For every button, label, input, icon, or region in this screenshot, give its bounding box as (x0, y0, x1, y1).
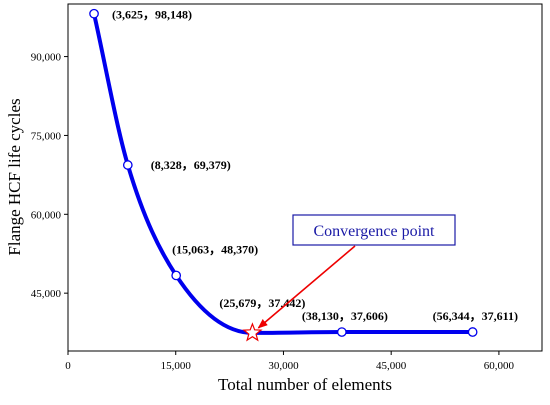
y-tick-label: 60,000 (31, 209, 62, 221)
x-axis-label: Total number of elements (218, 375, 392, 394)
annotation-arrow (257, 245, 356, 329)
data-point-marker (89, 8, 99, 19)
data-point-label: (38,130，37,606) (302, 309, 388, 323)
y-tick-label: 75,000 (31, 130, 62, 142)
plot-frame (67, 3, 543, 352)
annotation-box (292, 214, 456, 246)
data-point-marker (171, 270, 182, 281)
x-tick-label: 0 (65, 360, 71, 372)
series-line (92, 11, 475, 335)
x-tick-label: 45,000 (376, 360, 407, 372)
data-point-marker (467, 327, 478, 337)
x-axis: 0 15,000 30,000 45,000 60,000 (65, 351, 515, 372)
y-tick-label: 45,000 (31, 288, 62, 300)
y-tick-label: 90,000 (31, 52, 62, 64)
data-point-label: (15,063，48,370) (172, 242, 258, 256)
annotation-text: Convergence point (313, 223, 435, 240)
data-point-label: (3,625，98,148) (112, 8, 192, 22)
convergence-star-marker (242, 322, 263, 342)
y-axis-label: Flange HCF life cycles (5, 98, 24, 255)
x-tick-label: 60,000 (484, 360, 515, 372)
data-markers (89, 8, 478, 342)
data-labels: (3,625，98,148) (8,328，69,379) (15,063，48,3… (112, 8, 518, 323)
y-axis: 45,000 60,000 75,000 90,000 (31, 52, 68, 300)
data-point-marker (122, 160, 133, 170)
data-point-marker (336, 327, 347, 337)
data-point-label: (56,344，37,611) (433, 309, 518, 323)
x-tick-label: 30,000 (268, 360, 299, 372)
data-point-label: (8,328，69,379) (151, 158, 231, 172)
x-tick-label: 15,000 (161, 360, 192, 372)
